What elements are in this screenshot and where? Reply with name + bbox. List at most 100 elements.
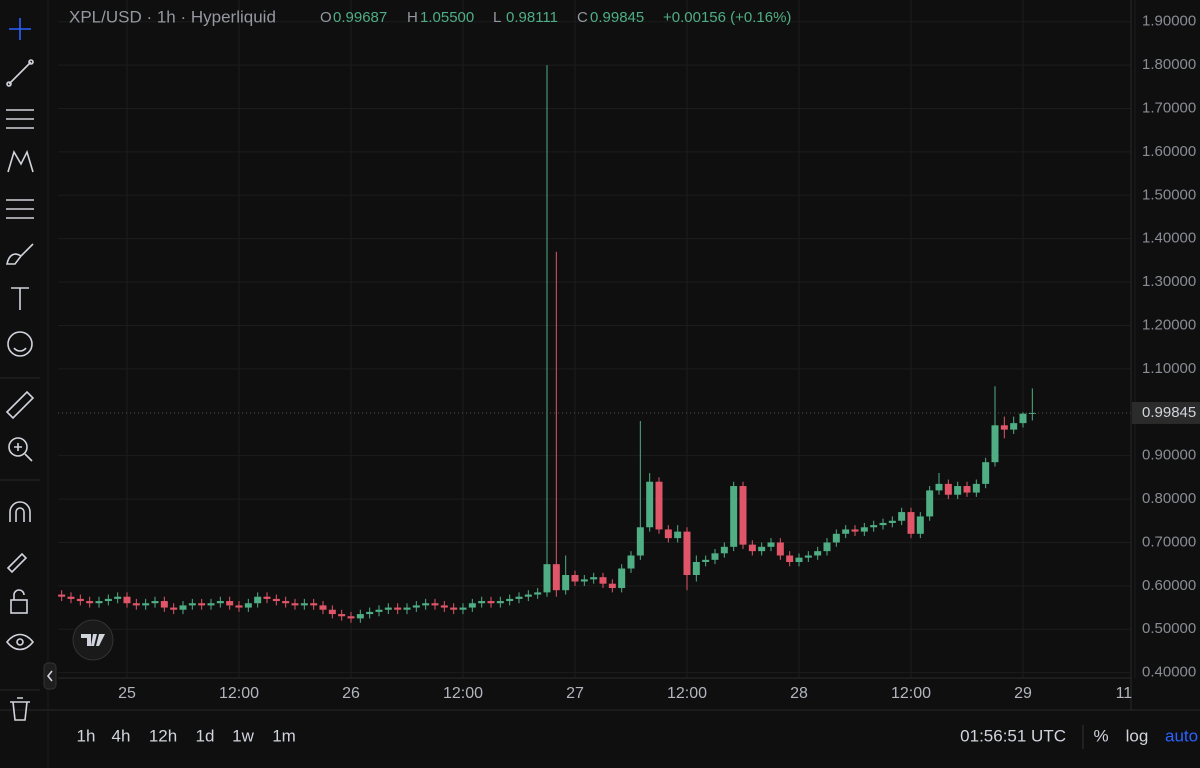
y-tick-label: 1.30000 [1142, 273, 1196, 290]
candle-body [954, 486, 962, 495]
candle-body [132, 603, 140, 606]
candle-body [95, 601, 103, 604]
candle-body [814, 551, 822, 556]
candle-body [226, 601, 234, 606]
candle-body [534, 592, 542, 595]
log-toggle[interactable]: log [1126, 726, 1149, 745]
candle-body [851, 529, 859, 532]
candle-body [459, 607, 467, 610]
candle-body [926, 490, 934, 517]
candle-body [216, 601, 224, 604]
crosshair-tool[interactable] [9, 18, 31, 40]
candle-body [291, 603, 299, 606]
symbol: XPL/USD · 1h · Hyperliquid [69, 7, 276, 26]
timeframe-button[interactable]: 1w [232, 726, 254, 745]
candle-body [310, 603, 318, 606]
logo[interactable] [72, 619, 114, 661]
candle-body [636, 527, 644, 556]
last-price-tag [1132, 401, 1200, 424]
lock-tool[interactable] [10, 589, 28, 614]
pattern-tool[interactable] [7, 149, 34, 173]
candle-body [515, 596, 523, 599]
toolbar [0, 18, 57, 721]
lines-tool[interactable] [6, 109, 34, 129]
candle-body [748, 544, 756, 552]
candle-body [692, 561, 700, 576]
ohlc-value: 1.05500 [420, 9, 474, 26]
y-tick-label: 1.90000 [1142, 13, 1196, 30]
candle-body [160, 601, 168, 608]
candle-body [711, 553, 719, 560]
emoji-tool[interactable] [7, 331, 33, 357]
candle-body [646, 481, 654, 528]
candle-body [543, 564, 551, 593]
candle-body [1010, 423, 1018, 430]
candle-body [366, 611, 374, 615]
text-tool[interactable] [11, 287, 29, 310]
y-tick-label: 0.60000 [1142, 577, 1196, 594]
auto-toggle[interactable]: auto [1165, 726, 1198, 745]
candle-body [1000, 425, 1008, 430]
y-tick-label: 1.80000 [1142, 56, 1196, 73]
candle-body [823, 542, 831, 552]
x-tick-label: 12:00 [891, 685, 931, 702]
brush-tool[interactable] [6, 243, 34, 265]
candle-body [935, 483, 943, 491]
lock-draw-tool[interactable] [6, 552, 28, 574]
zoom-tool[interactable] [8, 437, 33, 462]
candle-body [524, 594, 532, 597]
candle-body [898, 512, 906, 521]
candle-body [394, 607, 402, 610]
candle-body [655, 481, 663, 530]
candle-body [375, 609, 383, 612]
candle-body [963, 486, 971, 493]
trendline-tool[interactable] [6, 59, 34, 87]
candle-body [254, 596, 262, 604]
change: +0.00156 (+0.16%) [663, 9, 791, 26]
candle-body [879, 522, 887, 526]
candle-body [263, 596, 271, 599]
y-tick-label: 0.40000 [1142, 664, 1196, 681]
visibility-tool[interactable] [5, 633, 35, 651]
magnet-tool[interactable] [9, 501, 31, 522]
candle-body [907, 512, 915, 534]
candle-body [114, 596, 122, 599]
collapse-toolbar[interactable] [43, 662, 57, 690]
candle-body [860, 527, 868, 532]
candle-body [786, 555, 794, 562]
candle-body [170, 607, 178, 610]
candle-body [506, 598, 514, 602]
timeframe-button[interactable]: 4h [112, 726, 131, 745]
candle-body [104, 598, 112, 602]
ruler-tool[interactable] [5, 390, 35, 420]
candle-body [450, 607, 458, 610]
percent-toggle[interactable]: % [1093, 726, 1108, 745]
y-tick-label: 0.70000 [1142, 533, 1196, 550]
candle-body [384, 607, 392, 610]
candle-body [58, 594, 66, 597]
timeframe-button[interactable]: 1m [272, 726, 296, 745]
candle-body [795, 557, 803, 562]
timeframe-button[interactable]: 12h [149, 726, 177, 745]
delete-tool[interactable] [10, 697, 30, 721]
candle-body [300, 603, 308, 606]
timeframe-button[interactable]: 1d [196, 726, 215, 745]
candle-body [683, 531, 691, 576]
candle-body [328, 609, 336, 615]
candle-body [571, 575, 579, 582]
candle-body [487, 601, 495, 604]
fib-tool[interactable] [6, 199, 34, 219]
candle-body [720, 546, 728, 554]
y-tick-label: 1.20000 [1142, 316, 1196, 333]
x-tick-label: 12:00 [219, 685, 259, 702]
x-tick-label: 25 [118, 685, 136, 702]
candle-body [991, 425, 999, 463]
candle-body [356, 614, 364, 619]
candle-body [319, 605, 327, 610]
candle-body [618, 568, 626, 589]
candle-body [496, 601, 504, 604]
candle-body [412, 605, 420, 608]
candle-body [123, 596, 131, 604]
timeframe-button[interactable]: 1h [77, 726, 96, 745]
